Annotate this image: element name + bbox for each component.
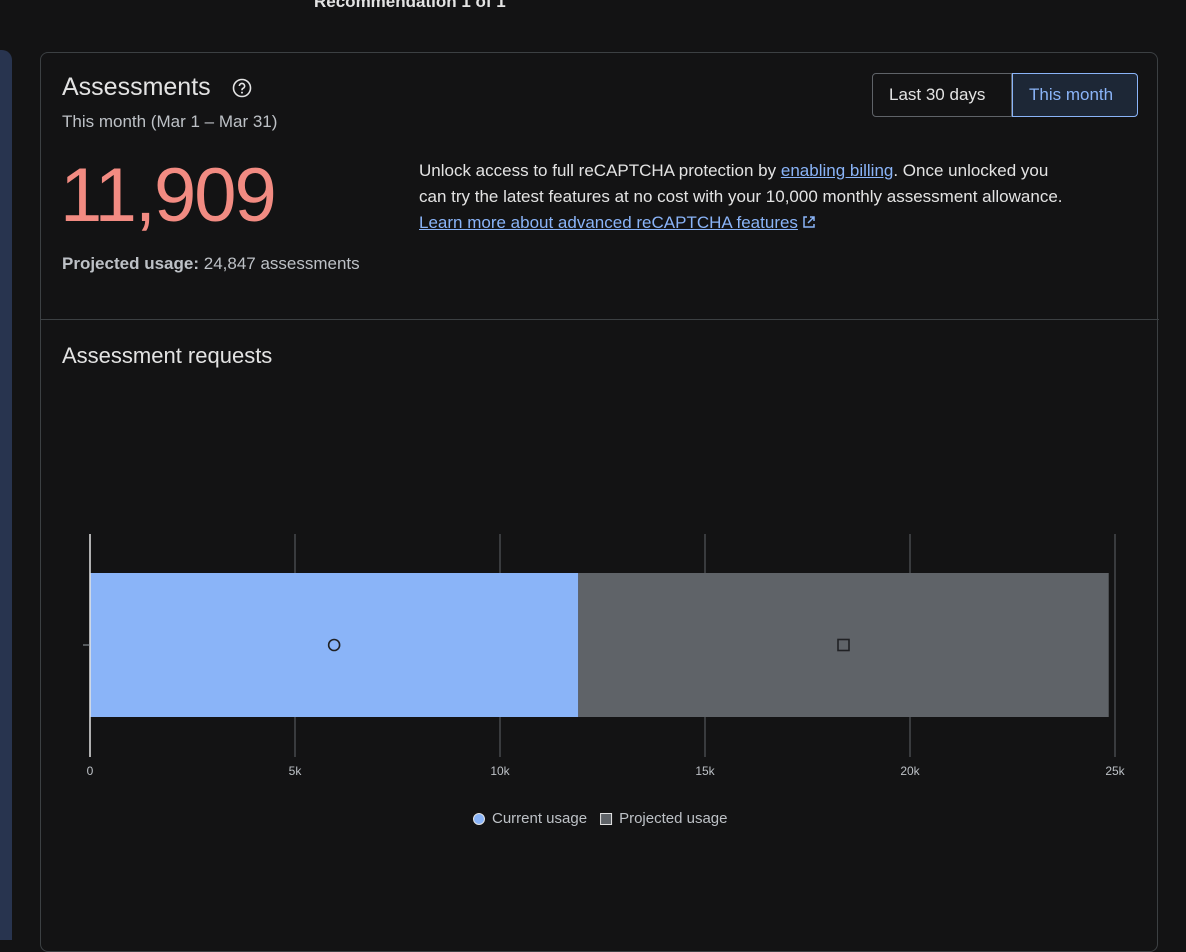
card-title: Assessments xyxy=(62,73,211,101)
learn-more-link[interactable]: Learn more about advanced reCAPTCHA feat… xyxy=(419,213,798,232)
divider xyxy=(40,319,1159,320)
assessment-count: 11,909 xyxy=(60,153,277,238)
legend-label: Projected usage xyxy=(619,810,727,827)
toggle-button[interactable]: This month xyxy=(1012,73,1138,117)
message-text: Unlock access to full reCAPTCHA protecti… xyxy=(419,161,781,180)
card-subtitle: This month (Mar 1 – Mar 31) xyxy=(62,112,278,131)
projected-value: 24,847 assessments xyxy=(203,254,360,273)
x-tick-label: 0 xyxy=(87,764,94,778)
external-link-icon xyxy=(803,216,815,228)
bar-marker xyxy=(327,638,341,652)
projected-label: Projected usage: xyxy=(62,254,199,273)
projected-usage: Projected usage: 24,847 assessments xyxy=(62,254,360,274)
bar-segment xyxy=(578,573,1109,717)
toggle-button[interactable]: Last 30 days xyxy=(872,73,1012,117)
x-tick-label: 10k xyxy=(490,764,510,778)
x-tick-label: 15k xyxy=(695,764,715,778)
chart-title: Assessment requests xyxy=(62,343,272,368)
bar-marker xyxy=(837,638,850,652)
legend-label: Current usage xyxy=(492,810,587,827)
help-icon[interactable] xyxy=(232,78,252,98)
x-tick-label: 25k xyxy=(1105,764,1125,778)
legend-swatch xyxy=(600,813,613,825)
billing-message: Unlock access to full reCAPTCHA protecti… xyxy=(419,158,1079,236)
range-toggle: Last 30 days This month xyxy=(872,73,1138,117)
bar-segment xyxy=(90,573,579,717)
legend-swatch xyxy=(473,813,485,825)
message-text: . Once unlocked you can try the latest f… xyxy=(419,161,1063,206)
recommendation-label: Recommendation 1 of 1 xyxy=(314,0,506,11)
billing-link[interactable]: enabling billing xyxy=(780,161,894,180)
x-tick-label: 20k xyxy=(900,764,920,778)
x-tick-label: 5k xyxy=(289,764,303,778)
side-panel xyxy=(0,50,12,940)
chart: Assessment requests 0 5k 10k 15k 20k 25k Curre… xyxy=(62,343,1126,827)
